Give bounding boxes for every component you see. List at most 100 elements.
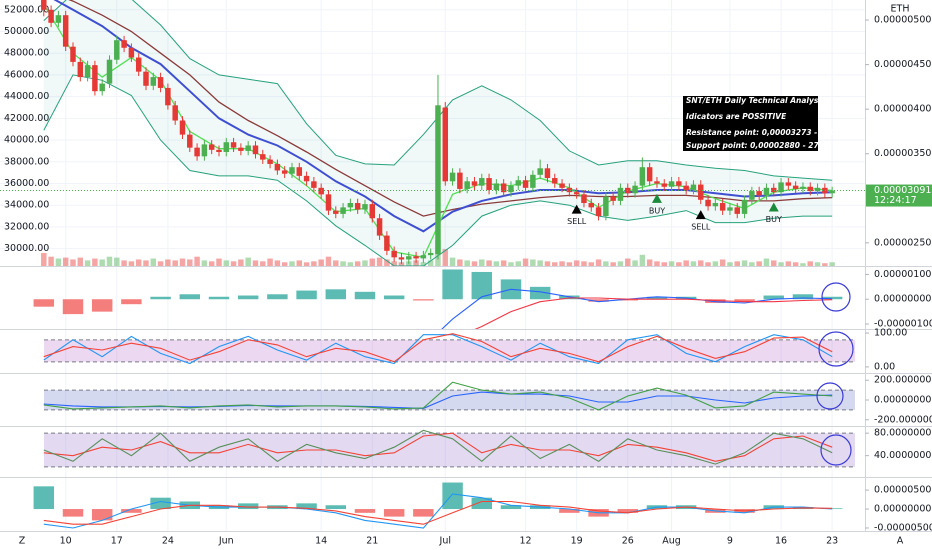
- candle-body: [778, 182, 784, 193]
- candle-body: [48, 9, 54, 23]
- volume-bar: [427, 260, 434, 266]
- candle-body: [705, 199, 711, 207]
- volume-bar: [581, 261, 587, 266]
- volume-bar: [187, 259, 193, 266]
- candle-body: [194, 147, 200, 157]
- volume-bar: [157, 261, 164, 266]
- candle-body: [500, 183, 507, 193]
- volume-bar: [595, 259, 602, 266]
- volume-bar: [741, 260, 748, 266]
- volume-bar: [281, 262, 288, 266]
- candle-body: [135, 57, 142, 72]
- candle-body: [55, 15, 62, 23]
- y2-tick-label: 0.00000450: [874, 59, 931, 70]
- pane: [43, 429, 855, 468]
- histogram-bar: [354, 509, 376, 513]
- histogram-bar: [150, 497, 171, 510]
- candle-body: [508, 185, 514, 193]
- volume-bar: [719, 259, 726, 266]
- x-tick-label: 19: [571, 536, 583, 547]
- candle-body: [442, 107, 449, 182]
- volume-bar: [121, 260, 127, 266]
- candle-body: [479, 178, 485, 186]
- candle-body: [566, 187, 573, 193]
- y-tick-label: 36000.00: [4, 178, 49, 189]
- candle-body: [333, 210, 339, 214]
- candle-body: [610, 196, 616, 201]
- volume-bar: [238, 259, 244, 266]
- candle-body: [99, 83, 105, 92]
- candle-body: [354, 203, 361, 210]
- candle-body: [340, 207, 346, 214]
- x-tick-label: 26: [622, 536, 634, 547]
- volume-bar: [77, 257, 84, 266]
- histogram-bar: [763, 295, 784, 300]
- signal-label: SELL: [567, 217, 587, 226]
- histogram-bar: [91, 299, 113, 312]
- volume-bar: [530, 259, 536, 266]
- histogram-bar: [296, 290, 317, 300]
- candle-body: [741, 199, 748, 214]
- volume-bar: [267, 258, 273, 266]
- volume-bar: [223, 260, 230, 266]
- candle-body: [727, 207, 733, 211]
- volume-bar: [48, 256, 54, 266]
- signal-label: BUY: [766, 215, 782, 224]
- candle-body: [267, 159, 273, 164]
- histogram-bar: [617, 299, 638, 301]
- signal-label: SELL: [691, 223, 711, 232]
- candle-body: [238, 147, 244, 151]
- highlight-circles: [816, 282, 854, 466]
- volume-bar: [252, 260, 259, 266]
- price-tag: [866, 184, 932, 207]
- volume-bar: [449, 257, 456, 266]
- volume-bar: [289, 261, 295, 266]
- signal-marker: [695, 210, 706, 220]
- band-fill: [44, 339, 855, 362]
- volume-bar: [457, 259, 463, 266]
- volume-bar: [230, 261, 237, 266]
- volume-bar: [537, 260, 543, 266]
- volume-bar: [165, 259, 171, 266]
- candle-body: [289, 167, 295, 174]
- histogram-bar: [705, 299, 726, 303]
- pane: [33, 269, 843, 329]
- candle-body: [406, 256, 412, 260]
- volume-bar: [369, 258, 376, 266]
- histogram-bar: [821, 296, 843, 300]
- candle-body: [303, 175, 310, 182]
- volume-bar: [500, 260, 507, 266]
- volume-bar: [544, 261, 551, 266]
- volume-bar: [559, 261, 565, 266]
- volume-bar: [318, 259, 324, 266]
- volume-bar: [661, 262, 667, 266]
- y-tick-label: 44000.00: [4, 91, 49, 102]
- candle-body: [121, 40, 127, 48]
- histogram-bar: [91, 509, 113, 521]
- candle-body: [537, 168, 543, 175]
- y-tick-label: -200.00000000: [874, 414, 932, 425]
- candle-body: [522, 180, 529, 188]
- volume-bar: [690, 261, 697, 266]
- volume-bar: [325, 256, 332, 266]
- histogram-bar: [559, 509, 580, 513]
- volume-bar: [99, 259, 105, 266]
- candle-body: [646, 167, 653, 182]
- candle-body: [398, 257, 405, 260]
- zoom-button[interactable]: Z: [19, 536, 26, 547]
- volume-bar: [92, 258, 98, 266]
- volume-bar: [464, 260, 470, 266]
- histogram-bar: [121, 509, 142, 513]
- x-tick-label: 14: [315, 536, 327, 547]
- auto-scale-button[interactable]: A: [897, 536, 904, 547]
- volume-bar: [347, 262, 354, 266]
- candle-body: [70, 46, 76, 62]
- indicator-line: [43, 429, 833, 465]
- candle-body: [223, 142, 230, 152]
- candle-body: [41, 0, 47, 10]
- candle-body: [150, 77, 157, 86]
- candle-body: [391, 250, 397, 258]
- note-line: Idicators are POSSITIVE: [686, 112, 787, 121]
